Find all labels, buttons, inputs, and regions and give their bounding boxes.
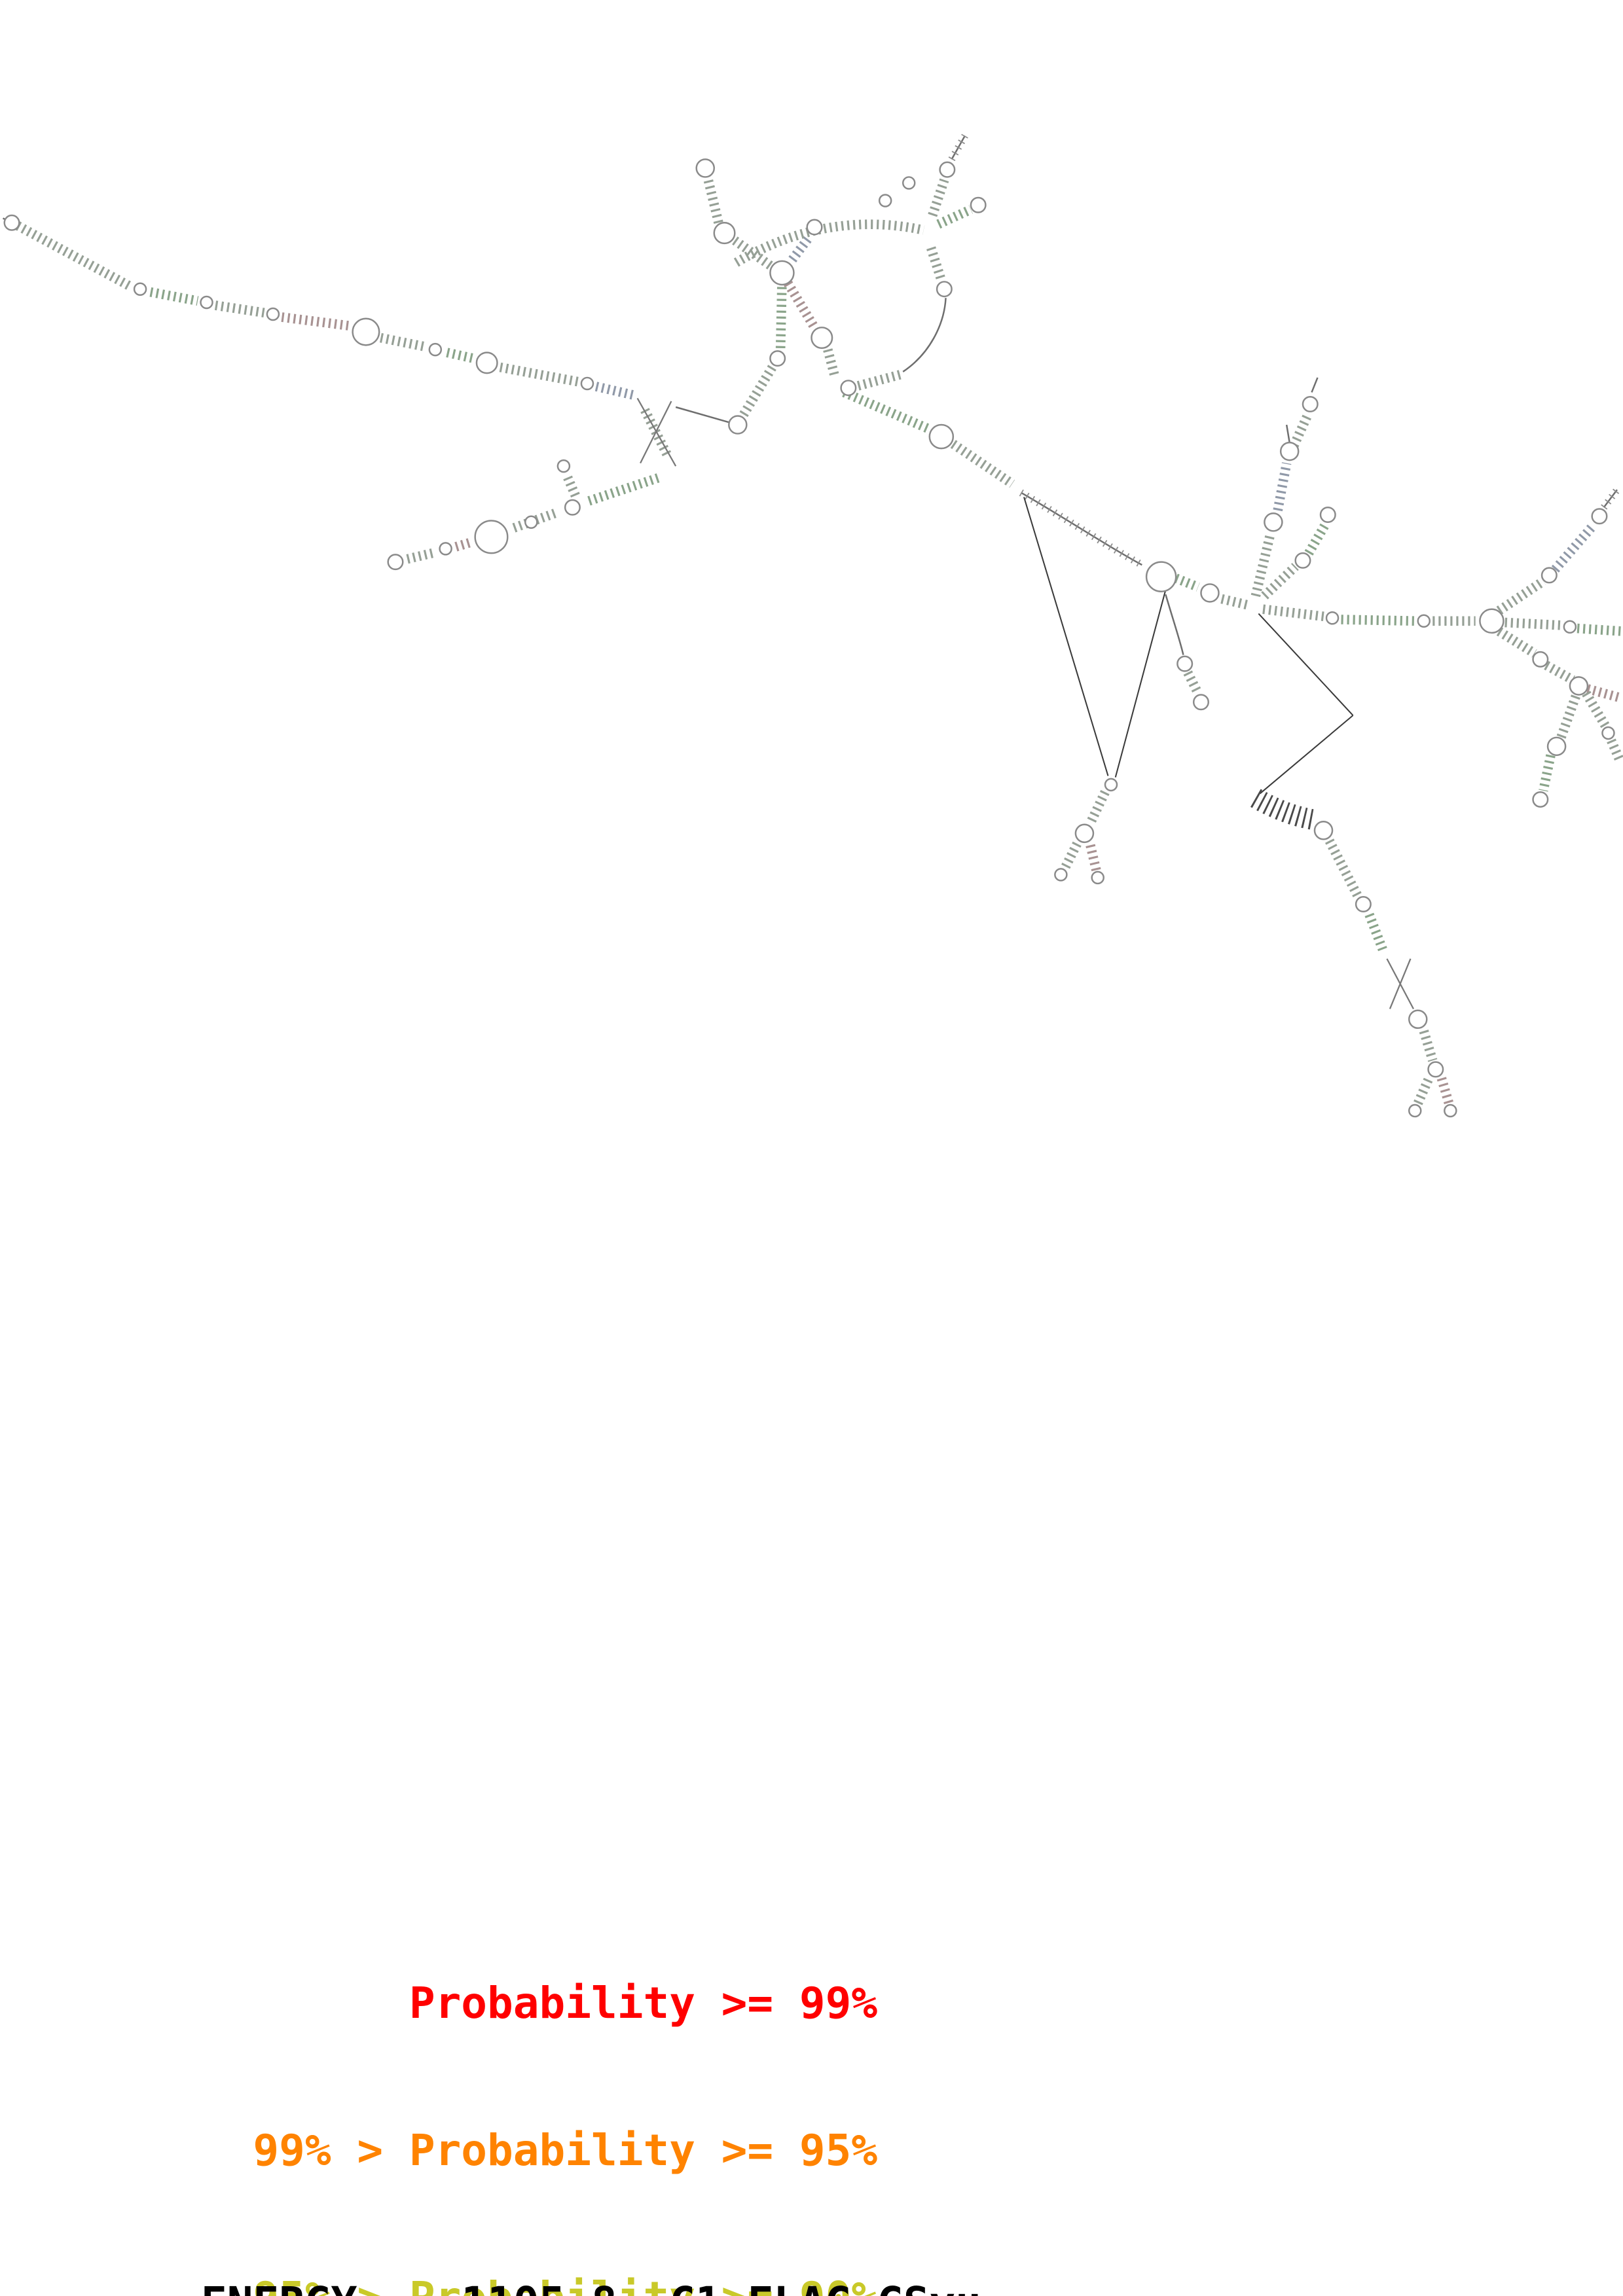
- legend-label: Probability >= 99%: [253, 1978, 878, 2028]
- legend-item-99: Probability >= 99%: [97, 1929, 877, 2028]
- legend-label: 95% > Probability >= 90%: [253, 2272, 877, 2296]
- legend-item-95-99: 99% > Probability >= 95%: [97, 2077, 877, 2175]
- legend-item-90-95: 95% > Probability >= 90%: [97, 2224, 877, 2296]
- legend-label: 99% > Probability >= 95%: [253, 2125, 878, 2176]
- structure-loops: [3, 158, 1615, 1118]
- energy-line: ENERGY = −1105.8 C1_FLAG_GSyu: [97, 2229, 981, 2296]
- structure-multiloop-comb: [1250, 789, 1318, 831]
- molecule-name: C1_FLAG_GSyu: [669, 2278, 981, 2296]
- probability-legend: Probability >= 99% 99% > Probability >= …: [97, 1831, 877, 2296]
- structure-helix-crossings: [636, 397, 1414, 1010]
- structure-backbone-lines: [2, 134, 1620, 795]
- structure-helix-stems: [15, 178, 1623, 1105]
- energy-value: ENERGY = −1105.8: [201, 2278, 617, 2296]
